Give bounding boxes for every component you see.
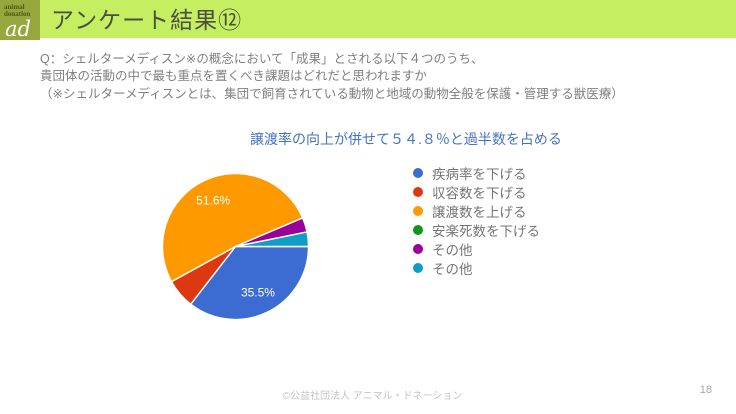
- legend-label: その他: [432, 242, 473, 258]
- legend-label: 疾病率を下げる: [432, 166, 527, 182]
- legend-label: 譲渡数を上げる: [432, 204, 527, 220]
- question-line-1: Q：シェルターメディスン※の概念において「成果」とされる以下４つのうち、: [40, 52, 484, 66]
- legend-item-4: その他: [413, 239, 540, 258]
- page-number: 18: [699, 384, 712, 396]
- logo: animal donation ad: [0, 0, 40, 40]
- legend-label: 収容数を下げる: [432, 185, 527, 201]
- logo-text-line2: donation: [4, 10, 31, 18]
- pie-slice-0: [190, 245, 310, 321]
- question-text: Q：シェルターメディスン※の概念において「成果」とされる以下４つのうち、 貴団体…: [40, 51, 710, 103]
- legend-label: 安楽死数を下げる: [432, 223, 540, 239]
- legend-item-2: 譲渡数を上げる: [413, 201, 540, 220]
- pie-slice-5: [234, 231, 310, 248]
- legend-swatch-icon: [413, 262, 423, 273]
- chart-annotation: 譲渡率の向上が併せて５４.８％と過半数を占める: [250, 131, 562, 147]
- question-line-3: （※シェルターメディスンとは、集団で飼育されている動物と地域の動物全般を保護・管…: [40, 86, 624, 101]
- logo-text-line1: animal: [4, 3, 25, 11]
- legend-label: その他: [432, 261, 473, 277]
- footer-copyright: ©公益社団法人 アニマル・ドネーション: [282, 391, 463, 402]
- header-bar: [0, 0, 736, 38]
- pie-slice-label-2: 51.6%: [196, 194, 230, 208]
- logo-script-monogram: ad: [5, 17, 31, 40]
- chart-legend: 疾病率を下げる 収容数を下げる 譲渡数を上げる 安楽死数を下げる その他 その他: [413, 163, 540, 277]
- legend-item-0: 疾病率を下げる: [413, 163, 540, 182]
- legend-swatch-icon: [413, 205, 423, 216]
- page-title: アンケート結果⑫: [51, 7, 243, 33]
- legend-item-1: 収容数を下げる: [413, 182, 540, 201]
- question-line-2: 貴団体の活動の中で最も重点を置くべき課題はどれだと思われますか: [40, 69, 427, 84]
- legend-item-5: その他: [413, 258, 540, 277]
- legend-swatch-icon: [413, 243, 423, 254]
- legend-swatch-icon: [413, 167, 423, 178]
- pie-slice-2: [161, 172, 304, 283]
- legend-swatch-icon: [413, 186, 423, 197]
- pie-slice-label-0: 35.5%: [241, 285, 275, 299]
- legend-swatch-icon: [413, 224, 423, 235]
- legend-item-3: 安楽死数を下げる: [413, 220, 540, 239]
